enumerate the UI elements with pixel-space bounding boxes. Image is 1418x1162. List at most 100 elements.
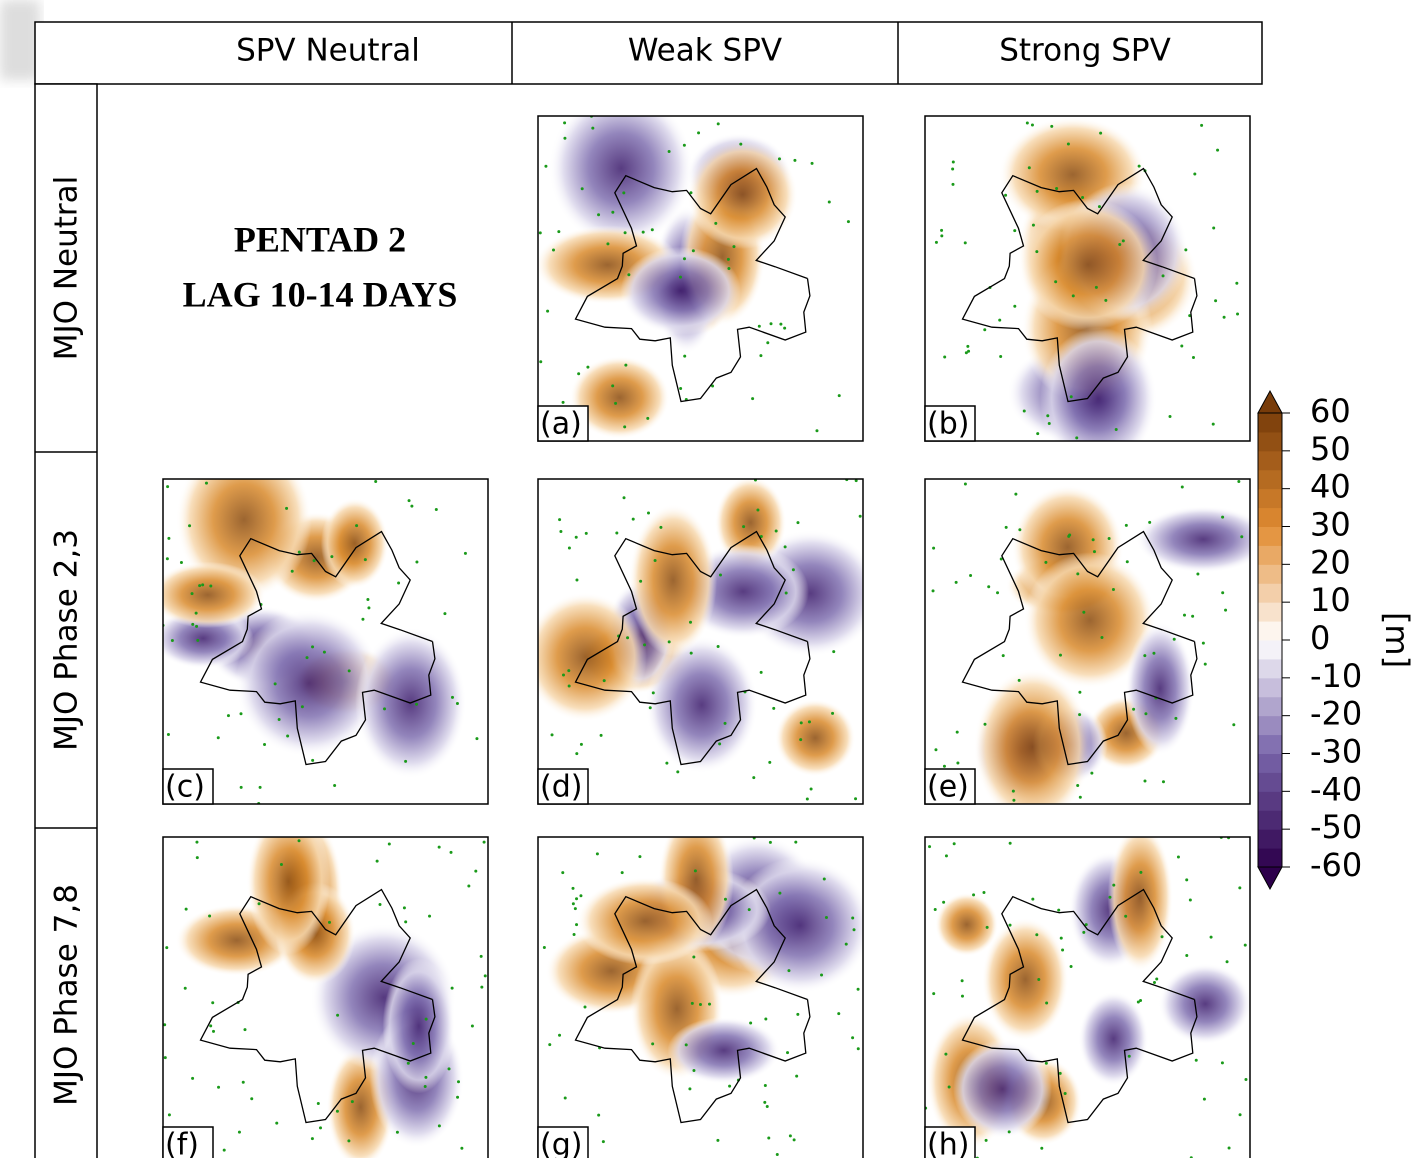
- significance-dot: [668, 150, 671, 153]
- anomaly: [1079, 991, 1149, 1086]
- significance-dot: [1200, 124, 1203, 127]
- significance-dot: [367, 606, 370, 609]
- significance-dot: [964, 482, 967, 485]
- significance-dot: [333, 784, 336, 787]
- colorbar-step: [1258, 451, 1282, 470]
- significance-dot: [1009, 924, 1012, 927]
- panel-label: (h): [927, 1128, 969, 1159]
- significance-dot: [1061, 948, 1064, 951]
- anomaly: [1018, 199, 1157, 331]
- significance-dot: [724, 722, 727, 725]
- significance-dot: [1059, 654, 1062, 657]
- significance-dot: [1108, 896, 1111, 899]
- significance-dot: [1060, 937, 1063, 940]
- significance-dot: [467, 885, 470, 888]
- significance-dot: [572, 902, 575, 905]
- significance-dot: [198, 584, 201, 587]
- significance-dot: [561, 871, 564, 874]
- colorbar-step: [1258, 735, 1282, 754]
- significance-dot: [1112, 884, 1115, 887]
- significance-dot: [691, 1002, 694, 1005]
- significance-dot: [1183, 614, 1186, 617]
- significance-dot: [1108, 537, 1111, 540]
- map-panel: (h): [924, 823, 1252, 1158]
- significance-dot: [188, 524, 191, 527]
- significance-dot: [217, 736, 220, 739]
- significance-dot: [484, 974, 487, 977]
- significance-dot: [808, 720, 811, 723]
- significance-dot: [688, 1087, 691, 1090]
- significance-dot: [796, 1013, 799, 1016]
- significance-dot: [579, 894, 582, 897]
- significance-dot: [837, 1012, 840, 1015]
- anomaly: [1159, 963, 1252, 1044]
- anomaly: [974, 669, 1091, 826]
- row-header: MJO Phase 7,8: [49, 884, 85, 1106]
- significance-dot: [209, 584, 212, 587]
- significance-dot: [286, 735, 289, 738]
- significance-dot: [739, 143, 742, 146]
- significance-dot: [815, 429, 818, 432]
- significance-dot: [1223, 316, 1226, 319]
- significance-dot: [694, 869, 697, 872]
- significance-dot: [457, 1080, 460, 1083]
- significance-dot: [577, 372, 580, 375]
- significance-dot: [1124, 915, 1127, 918]
- significance-dot: [396, 1131, 399, 1134]
- colorbar-tick-label: 60: [1310, 392, 1351, 430]
- significance-dot: [217, 1086, 220, 1089]
- significance-dot: [311, 645, 314, 648]
- significance-dot: [786, 1051, 789, 1054]
- significance-dot: [956, 761, 959, 764]
- significance-dot: [857, 1047, 860, 1050]
- significance-dot: [1118, 243, 1121, 246]
- significance-dot: [480, 955, 483, 958]
- significance-dot: [483, 841, 486, 844]
- significance-dot: [364, 558, 367, 561]
- significance-dot: [209, 1024, 212, 1027]
- significance-dot: [259, 786, 262, 789]
- significance-dot: [638, 855, 641, 858]
- significance-dot: [425, 1018, 428, 1021]
- significance-dot: [581, 187, 584, 190]
- significance-dot: [832, 650, 835, 653]
- significance-dot: [614, 402, 617, 405]
- map-panel: (c): [150, 440, 488, 805]
- significance-dot: [551, 733, 554, 736]
- significance-dot: [776, 1153, 779, 1156]
- significance-dot: [374, 480, 377, 483]
- significance-dot: [347, 1139, 350, 1142]
- colorbar-step: [1258, 678, 1282, 697]
- significance-dot: [227, 714, 230, 717]
- significance-dot: [685, 1043, 688, 1046]
- significance-dot: [646, 417, 649, 420]
- significance-dot: [191, 592, 194, 595]
- significance-dot: [1185, 878, 1188, 881]
- significance-dot: [298, 839, 301, 842]
- significance-dot: [1139, 871, 1142, 874]
- significance-dot: [1210, 936, 1213, 939]
- significance-dot: [998, 319, 1001, 322]
- anomaly: [247, 808, 330, 954]
- panel-label: (a): [540, 407, 582, 442]
- significance-dot: [1090, 772, 1093, 775]
- significance-dot: [480, 986, 483, 989]
- significance-dot: [415, 561, 418, 564]
- significance-dot: [1018, 679, 1021, 682]
- significance-dot: [1078, 713, 1081, 716]
- significance-dot: [1161, 935, 1164, 938]
- significance-dot: [195, 612, 198, 615]
- significance-dot: [1192, 356, 1195, 359]
- significance-dot: [600, 734, 603, 737]
- anomaly: [577, 877, 713, 965]
- significance-dot: [751, 397, 754, 400]
- row-header: MJO Neutral: [49, 176, 85, 361]
- significance-dot: [1079, 796, 1082, 799]
- anomaly: [1108, 823, 1173, 971]
- colorbar-step: [1258, 432, 1282, 451]
- significance-dot: [548, 1043, 551, 1046]
- significance-dot: [692, 249, 695, 252]
- significance-dot: [585, 532, 588, 535]
- significance-dot: [1221, 591, 1224, 594]
- significance-dot: [752, 776, 755, 779]
